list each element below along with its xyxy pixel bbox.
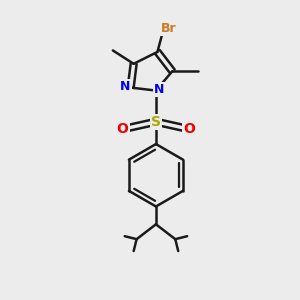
Text: O: O — [117, 122, 129, 136]
Text: N: N — [120, 80, 130, 94]
Text: S: S — [151, 115, 161, 129]
Text: Br: Br — [161, 22, 176, 34]
Text: N: N — [154, 82, 164, 96]
Text: O: O — [183, 122, 195, 136]
